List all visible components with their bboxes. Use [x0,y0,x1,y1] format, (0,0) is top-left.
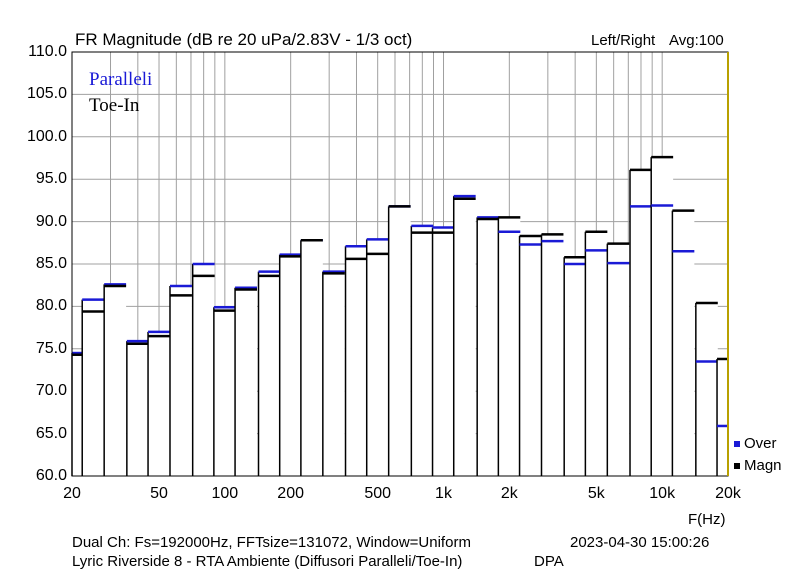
x-tick-label: 100 [211,485,239,502]
band-bar-bg [541,234,564,476]
y-tick-label: 95.0 [35,170,67,188]
y-tick-label: 90.0 [35,212,67,230]
band-bar-bg [477,217,500,477]
band-bar-bg [411,225,434,476]
chart-title: FR Magnitude (dB re 20 uPa/2.83V - 1/3 o… [75,30,413,49]
band-bar-bg [300,240,323,476]
x-tick-label: 10k [649,485,676,502]
band-bar-bg [345,246,368,476]
y-tick-label: 75.0 [35,339,67,357]
band-bar-bg [498,217,521,477]
channel-info: Left/Right [591,32,656,49]
legend-item-over: Over [734,436,777,451]
y-tick-label: 80.0 [35,297,67,315]
band-bar-bg [82,299,105,476]
y-tick-label: 105.0 [26,85,67,103]
y-tick-label: 60.0 [35,467,67,484]
x-tick-label: 1k [435,485,452,502]
footer-tag: DPA [534,553,564,570]
legend-swatch-magn [734,463,740,470]
legend-item-magn: Magn [734,458,782,473]
x-tick-label: 5k [587,485,605,502]
band-bar-bg [630,169,652,476]
band-bar-bg [322,271,345,476]
y-tick-label: 85.0 [35,255,67,272]
band-bar-bg [651,157,674,477]
band-bar-bg [519,236,542,476]
bars-layer [71,155,728,477]
band-bar-bg [432,227,455,476]
band-bar-bg [126,341,149,476]
footer-timestamp: 2023-04-30 15:00:26 [570,534,710,551]
band-bar-bg [72,353,83,476]
band-bar-bg [192,264,215,476]
x-axis-label: F(Hz) [688,511,726,528]
band-bar-bg [453,196,476,476]
avg-info: Avg:100 [669,32,724,49]
y-tick-label: 110.0 [28,43,67,60]
x-tick-label: 50 [150,485,168,502]
x-tick-label: 2k [500,485,518,502]
band-bar-bg [585,231,608,476]
legend-label-over: Over [744,435,777,452]
footer-description: Lyric Riverside 8 - RTA Ambiente (Diffus… [72,553,463,570]
band-bar-bg [607,243,630,476]
x-tick-label: 20 [63,485,81,502]
band-bar-bg [104,284,127,476]
band-bar-bg [672,210,695,477]
band-bar-bg [388,206,411,476]
band-bar-bg [564,257,587,476]
y-tick-label: 65.0 [35,424,67,442]
x-tick-label: 500 [364,485,392,502]
legend-label-magn: Magn [744,457,782,474]
y-tick-label: 70.0 [35,382,67,400]
band-bar-bg [717,358,728,476]
footer-settings: Dual Ch: Fs=192000Hz, FFTsize=131072, Wi… [72,534,471,551]
band-bar-bg [213,307,236,476]
y-tick-label: 100.0 [26,127,67,145]
band-bar-bg [235,287,258,476]
annotation-paralleli: Paralleli [89,69,153,90]
annotation-toe-in: Toe-In [89,95,140,116]
band-bar-bg [366,239,389,476]
x-tick-label: 200 [277,485,305,502]
band-bar-bg [279,254,302,476]
band-bar-bg [695,303,718,476]
band-bar-bg [258,271,281,476]
band-bar-bg [148,331,170,476]
legend-swatch-over [734,441,740,448]
x-tick-label: 20k [715,485,741,502]
band-bar-bg [169,286,192,476]
